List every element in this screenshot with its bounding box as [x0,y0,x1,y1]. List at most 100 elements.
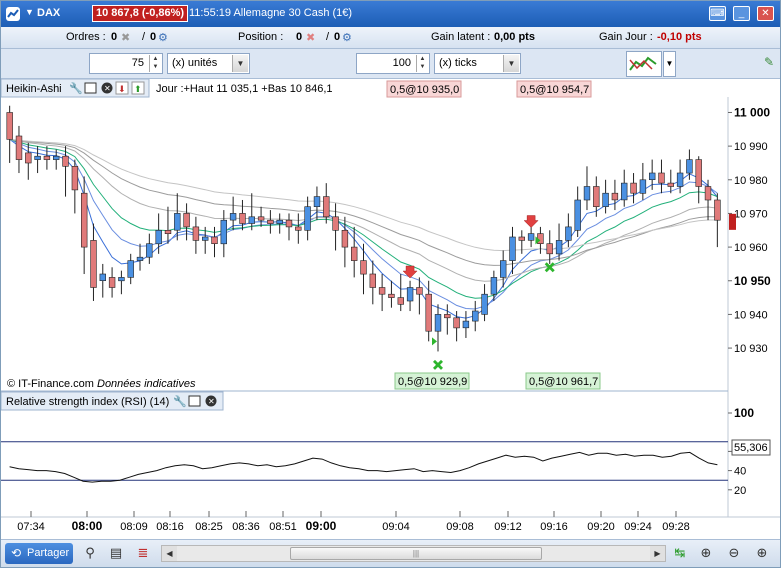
position-settings-icon[interactable]: ⚙ [342,32,352,44]
ticks-spin-icon[interactable]: ▲ ▼ [416,55,428,72]
candle-up [220,219,227,245]
candle-down [611,192,619,201]
rsi-tick-label: 40 [734,466,746,478]
time-tick-label: 08:16 [156,521,184,533]
rsi-close-icon[interactable] [205,395,217,407]
daily-gain-label: Gain Jour : [599,31,653,43]
candle-down [239,213,246,224]
candle-down [81,192,88,248]
candle-down [425,293,432,332]
svg-text:⬆: ⬆ [134,84,142,94]
drawing-tools-icon[interactable]: ✎ [764,55,775,69]
keyboard-icon[interactable]: ⌨ [709,6,726,21]
chevron-down-icon[interactable]: ▼ [503,55,519,72]
time-tick-label: 09:04 [382,521,410,533]
time-tick-label: 09:00 [306,519,337,533]
ticks-value: 100 [392,57,411,69]
auto-scroll-icon[interactable]: ↹ [674,545,686,560]
candle-down [444,314,451,319]
rsi-window-icon[interactable] [188,395,201,407]
price-chart[interactable]: 11 000 10 990 10 980 10 970 10 960 10 950 10 9… [0,78,780,539]
scroll-thumb[interactable]: ||| [290,547,542,560]
instrument-name[interactable]: DAX [37,7,61,19]
order-label-top-1[interactable] [386,80,462,98]
orders-count-b: 0 [150,31,157,43]
share-button[interactable]: ⟲ Partager [5,543,73,564]
candle-down [295,226,302,231]
price-tick-label: 10 960 [734,242,768,254]
orders-label: Ordres : [66,31,106,43]
minimize-icon[interactable]: _ [733,6,750,21]
candle-down [360,260,367,275]
indicators-icon[interactable]: ≣ [137,545,149,560]
chart-area[interactable]: 11 000 10 990 10 980 10 970 10 960 10 950 10 9… [0,78,780,539]
orders-count-a: 0 [111,31,118,43]
quantity-spin-icon[interactable]: ▲ ▼ [149,55,161,72]
zoom-in-icon[interactable]: ⊕ [756,545,768,560]
move-up-icon[interactable] [131,81,145,95]
rsi-panel-title: Relative strength index (RSI) (14) [6,396,169,408]
candle-up [490,277,498,295]
move-down-icon[interactable] [115,81,129,95]
svg-text:⬇: ⬇ [118,84,126,94]
price-badge: 10 867,8 (-0,86%) [92,5,189,22]
candle-up [34,155,41,160]
order-label-bottom-2-text: 0,5@10 961,7 [529,376,598,388]
candle-down [332,216,339,231]
candle-up [202,236,209,241]
candle-up [118,277,125,282]
zoom-fit-icon[interactable]: ⊕ [700,545,712,560]
document-list-icon[interactable]: ▤ [109,545,123,560]
window-icon[interactable] [84,82,97,94]
position-separator: / [326,31,330,43]
order-label-top-2[interactable] [516,80,592,98]
candle-down [658,172,665,184]
order-label-top-1-text: 0,5@10 935,0 [390,84,459,96]
trade-chart-button[interactable] [626,51,662,77]
candle-down [397,297,404,305]
ticks-stepper[interactable]: 100 ▲ ▼ [356,53,430,74]
chevron-down-icon[interactable]: ▼ [232,55,248,72]
rsi-value-box [731,439,771,456]
scroll-right-icon[interactable]: ▶ [650,546,665,561]
instrument-dropdown-arrow-icon[interactable]: ▼ [25,7,34,17]
rsi-wrench-icon[interactable]: 🔧 [173,394,187,408]
candle-down [257,216,265,221]
candle-down [15,135,23,160]
horizontal-scrollbar[interactable]: ◀ ||| ▶ [161,545,666,562]
close-position-icon[interactable]: ✖ [306,32,316,44]
candle-up [565,226,572,241]
candle-up [313,196,321,207]
day-high-low: Jour :+Haut 11 035,1 +Bas 10 846,1 [156,83,333,95]
order-label-top-2-text: 0,5@10 954,7 [520,84,589,96]
trade-chart-dropdown-icon[interactable]: ▼ [663,51,676,77]
candle-up [99,273,107,281]
rsi-series-line [9,451,718,483]
quantity-unit-select[interactable]: (x) unités ▼ [167,53,250,74]
order-label-bottom-1[interactable] [394,372,470,390]
buy-cross-2 [544,262,555,273]
orders-settings-icon[interactable]: ⚙ [158,32,168,44]
buy-marker-2 [535,236,541,245]
panel-tools: 🔧 ✕ ⬇ ⬆ [69,81,145,95]
candle-down [183,213,190,228]
cancel-orders-icon[interactable]: ✖ [121,32,131,44]
quantity-stepper[interactable]: 75 ▲ ▼ [89,53,163,74]
buy-marker-1 [431,337,437,346]
candle-down [350,246,358,261]
time-tick-label: 09:08 [446,521,474,533]
zoom-out-icon[interactable]: ⊖ [728,545,740,560]
magnifier-settings-icon[interactable]: ⚲ [85,545,95,560]
time-axis: 07:34 08:00 08:09 08:16 08:25 08:36 08:51 09:00… [1,511,780,533]
position-value: 0 [296,31,303,43]
scroll-left-icon[interactable]: ◀ [162,546,177,561]
candle-down [323,196,330,218]
copyright-text: © IT-Finance.com [7,378,94,390]
order-label-bottom-2[interactable] [525,372,601,390]
ticks-unit-select[interactable]: (x) ticks ▼ [434,53,521,74]
close-panel-icon[interactable] [101,82,113,94]
candle-down [71,166,79,191]
ema-green-line [9,138,718,299]
close-icon[interactable]: ✕ [757,6,774,21]
wrench-icon[interactable]: 🔧 [69,81,83,95]
